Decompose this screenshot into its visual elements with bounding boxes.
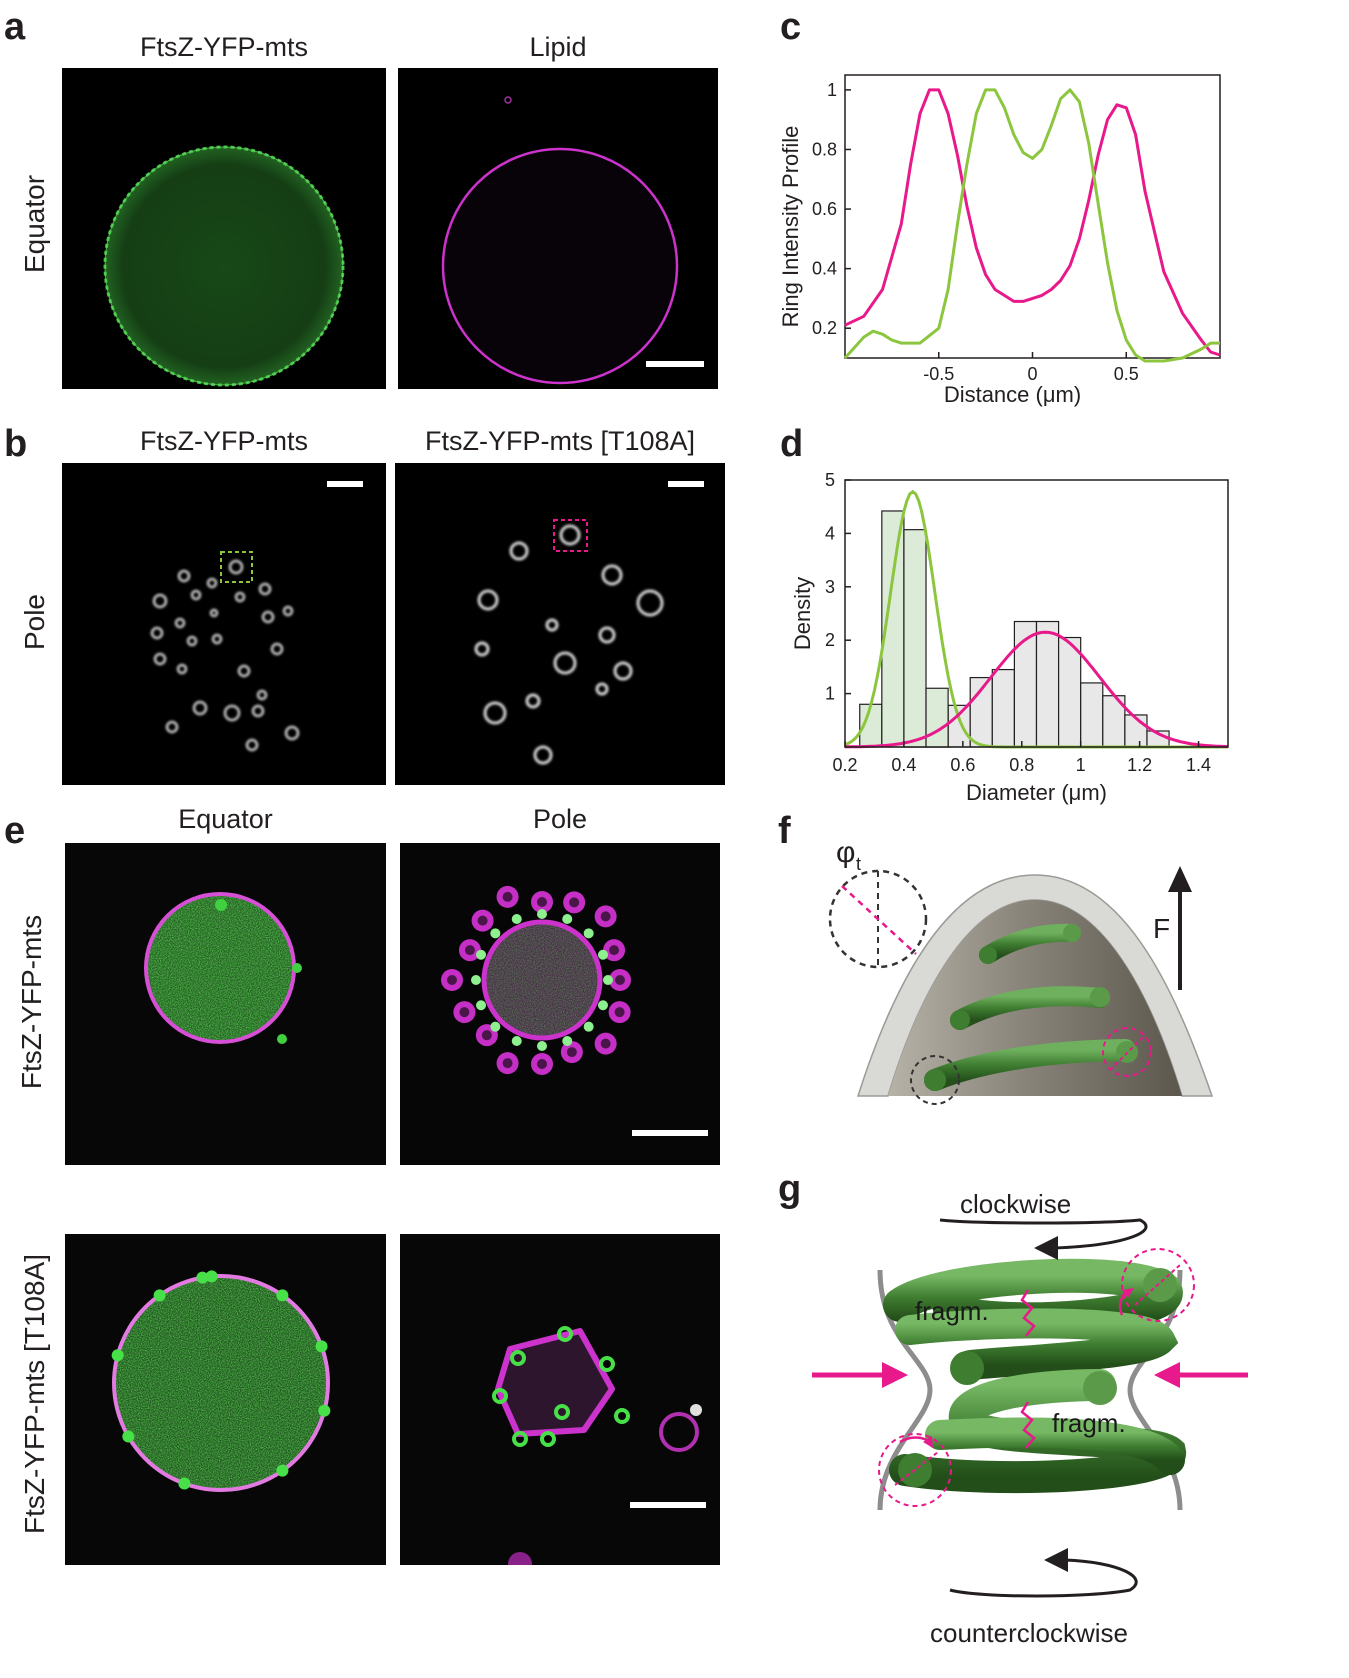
micrograph-e-ftsz-pole — [400, 843, 720, 1165]
histogram-bar — [903, 529, 927, 748]
micrograph-b-ftsz-pole — [62, 463, 386, 785]
x-tick-label: 1.4 — [1186, 755, 1211, 775]
y-tick-label: 0.4 — [812, 259, 837, 279]
scale-bar — [632, 1130, 708, 1136]
x-tick-label: 0.5 — [1114, 364, 1139, 384]
x-tick-label: 0.6 — [950, 755, 975, 775]
panel-b-col1-title: FtsZ-YFP-mts — [140, 426, 308, 456]
micrograph-e-t108a-equator — [65, 1234, 386, 1565]
histogram-bar — [947, 704, 971, 748]
x-axis-label: Distance (μm) — [944, 382, 1081, 407]
x-tick-label: 0.4 — [891, 755, 916, 775]
panel-b-col2-title: FtsZ-YFP-mts [T108A] — [424, 426, 696, 456]
panel-e-col2-title: Pole — [532, 804, 588, 834]
x-tick-label: -0.5 — [923, 364, 954, 384]
panel-label-b: b — [4, 423, 28, 465]
micrograph-a-lipid-equator — [398, 68, 718, 389]
fit-curve-1 — [844, 630, 1229, 749]
scale-bar — [630, 1502, 706, 1508]
x-tick-label: 1.2 — [1127, 755, 1152, 775]
chart-c: -0.5 0 0.5 0.2 0.4 0.6 0.8 1 Distance (μm) Ring I… — [778, 74, 1221, 407]
phi-label: φ — [836, 836, 855, 869]
panel-e-col1-title: Equator — [178, 804, 273, 834]
micrograph-e-ftsz-equator — [65, 843, 386, 1165]
counterclockwise-label: counterclockwise — [930, 1618, 1128, 1648]
x-tick-label: 1 — [1076, 755, 1086, 775]
histogram-bar — [1035, 620, 1060, 748]
y-tick-label: 0.8 — [812, 139, 837, 159]
histogram-bar — [991, 668, 1016, 748]
y-tick-label: 1 — [827, 80, 837, 100]
x-tick-label: 0.2 — [832, 755, 857, 775]
fragment-label-top: fragm. — [915, 1296, 989, 1326]
micrograph-a-ftsz-equator — [62, 68, 386, 389]
force-label: F — [1153, 913, 1170, 944]
y-tick-label: 3 — [825, 577, 835, 597]
phi-subscript: t — [856, 854, 861, 874]
scale-bar — [668, 481, 704, 487]
fragment-label-bottom: fragm. — [1052, 1408, 1126, 1438]
panel-label-g: g — [778, 1168, 802, 1210]
illustration-f-helix-in-membrane: φ t F — [828, 836, 1214, 1105]
histogram-bar — [1057, 636, 1082, 748]
clockwise-label: clockwise — [960, 1189, 1071, 1219]
chart-d: 0.2 0.4 0.6 0.8 1 1.2 1.4 1 2 3 4 5 Diameter (μm) Den… — [790, 470, 1229, 805]
panel-label-e: e — [4, 810, 26, 852]
y-tick-label: 0.6 — [812, 199, 837, 219]
illustration-g-constricted-helix: fragm. fragm. clockwise counterclockwise — [812, 1189, 1248, 1648]
panel-label-c: c — [780, 6, 802, 48]
panel-a-row-label: Equator — [19, 174, 50, 274]
y-tick-label: 1 — [825, 684, 835, 704]
panel-a-col2-title: Lipid — [529, 32, 587, 62]
y-tick-label: 4 — [825, 523, 835, 543]
panel-b-row-label: Pole — [19, 593, 50, 651]
histogram-bar — [1080, 682, 1104, 748]
micrograph-e-t108a-pole — [400, 1234, 720, 1565]
x-tick-label: 0.8 — [1009, 755, 1034, 775]
micrograph-b-t108a-pole — [395, 463, 725, 785]
y-tick-label: 5 — [825, 470, 835, 490]
scale-bar — [327, 481, 363, 487]
y-axis-label: Density — [790, 577, 815, 650]
x-axis-label: Diameter (μm) — [966, 780, 1107, 805]
y-tick-label: 0.2 — [812, 318, 837, 338]
series-line-0 — [844, 88, 1221, 357]
x-tick-label: 0 — [1027, 364, 1037, 384]
panel-a-col1-title: FtsZ-YFP-mts — [140, 32, 308, 62]
panel-e-row2-label: FtsZ-YFP-mts [T108A] — [19, 1253, 50, 1535]
panel-e-row1-label: FtsZ-YFP-mts — [16, 914, 47, 1090]
plot-frame — [844, 479, 1229, 748]
scale-bar — [646, 361, 704, 367]
histogram-bar — [925, 687, 949, 748]
y-axis-label: Ring Intensity Profile — [778, 126, 803, 328]
series-line-1 — [843, 88, 1220, 363]
panel-label-f: f — [778, 810, 791, 852]
panel-label-d: d — [780, 423, 804, 465]
panel-label-a: a — [4, 6, 26, 48]
y-tick-label: 2 — [825, 630, 835, 650]
